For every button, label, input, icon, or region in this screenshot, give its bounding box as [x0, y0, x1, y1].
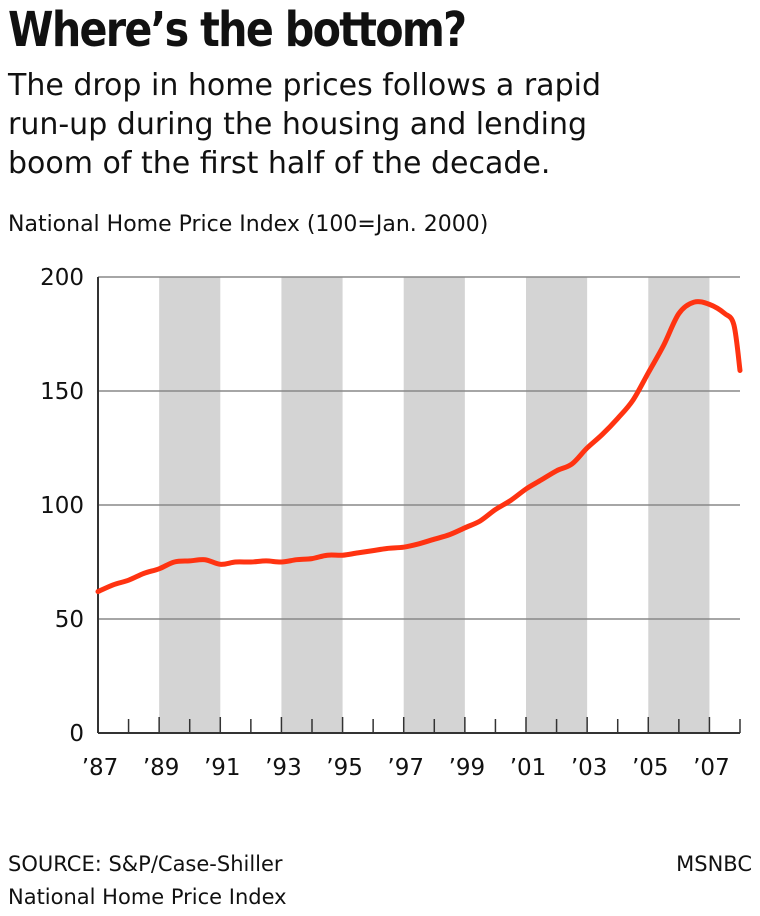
x-tick-label: ’91 — [204, 755, 241, 781]
grid-lines — [98, 276, 740, 620]
y-tick-label: 200 — [40, 265, 84, 291]
chart-subtitle: The drop in home prices follows a rapid … — [8, 66, 708, 183]
subtitle-line: boom of the first half of the decade. — [8, 146, 551, 181]
x-tick-label: ’93 — [265, 755, 302, 781]
subtitle-line: run-up during the housing and lending — [8, 107, 588, 142]
x-tick-label: ’03 — [571, 755, 608, 781]
series-group — [95, 299, 743, 595]
x-tick-label: ’99 — [449, 755, 486, 781]
source-note: SOURCE: S&P/Case-Shiller National Home P… — [8, 848, 287, 914]
x-tick-label: ’07 — [693, 755, 730, 781]
subtitle-line: The drop in home prices follows a rapid — [8, 68, 601, 103]
x-tick-label: ’97 — [387, 755, 424, 781]
credit: MSNBC — [676, 852, 752, 876]
x-tick-label: ’01 — [510, 755, 547, 781]
y-tick-labels: 0 50 100 150 200 — [40, 265, 84, 747]
y-tick-label: 100 — [40, 493, 84, 519]
axes — [97, 277, 741, 734]
chart-title: Where’s the bottom? — [8, 2, 467, 58]
x-tick-label: ’87 — [82, 755, 119, 781]
x-tick-labels: ’87 ’89 ’91 ’93 ’95 ’97 ’99 ’01 ’03 ’05 ’07 — [82, 755, 730, 781]
source-line: National Home Price Index — [8, 885, 287, 909]
y-tick-label: 0 — [69, 721, 84, 747]
series-line — [95, 299, 743, 595]
x-tick-label: ’95 — [326, 755, 363, 781]
source-line: SOURCE: S&P/Case-Shiller — [8, 852, 283, 876]
y-axis-title: National Home Price Index (100=Jan. 2000… — [8, 212, 489, 237]
y-tick-label: 50 — [55, 607, 84, 633]
x-tick-label: ’05 — [632, 755, 669, 781]
y-tick-label: 150 — [40, 379, 84, 405]
line-chart: 0 50 100 150 200 ’87 ’89 ’91 ’93 ’95 ’97 ’99 ’01 ’03… — [40, 265, 743, 781]
x-tick-label: ’89 — [143, 755, 180, 781]
